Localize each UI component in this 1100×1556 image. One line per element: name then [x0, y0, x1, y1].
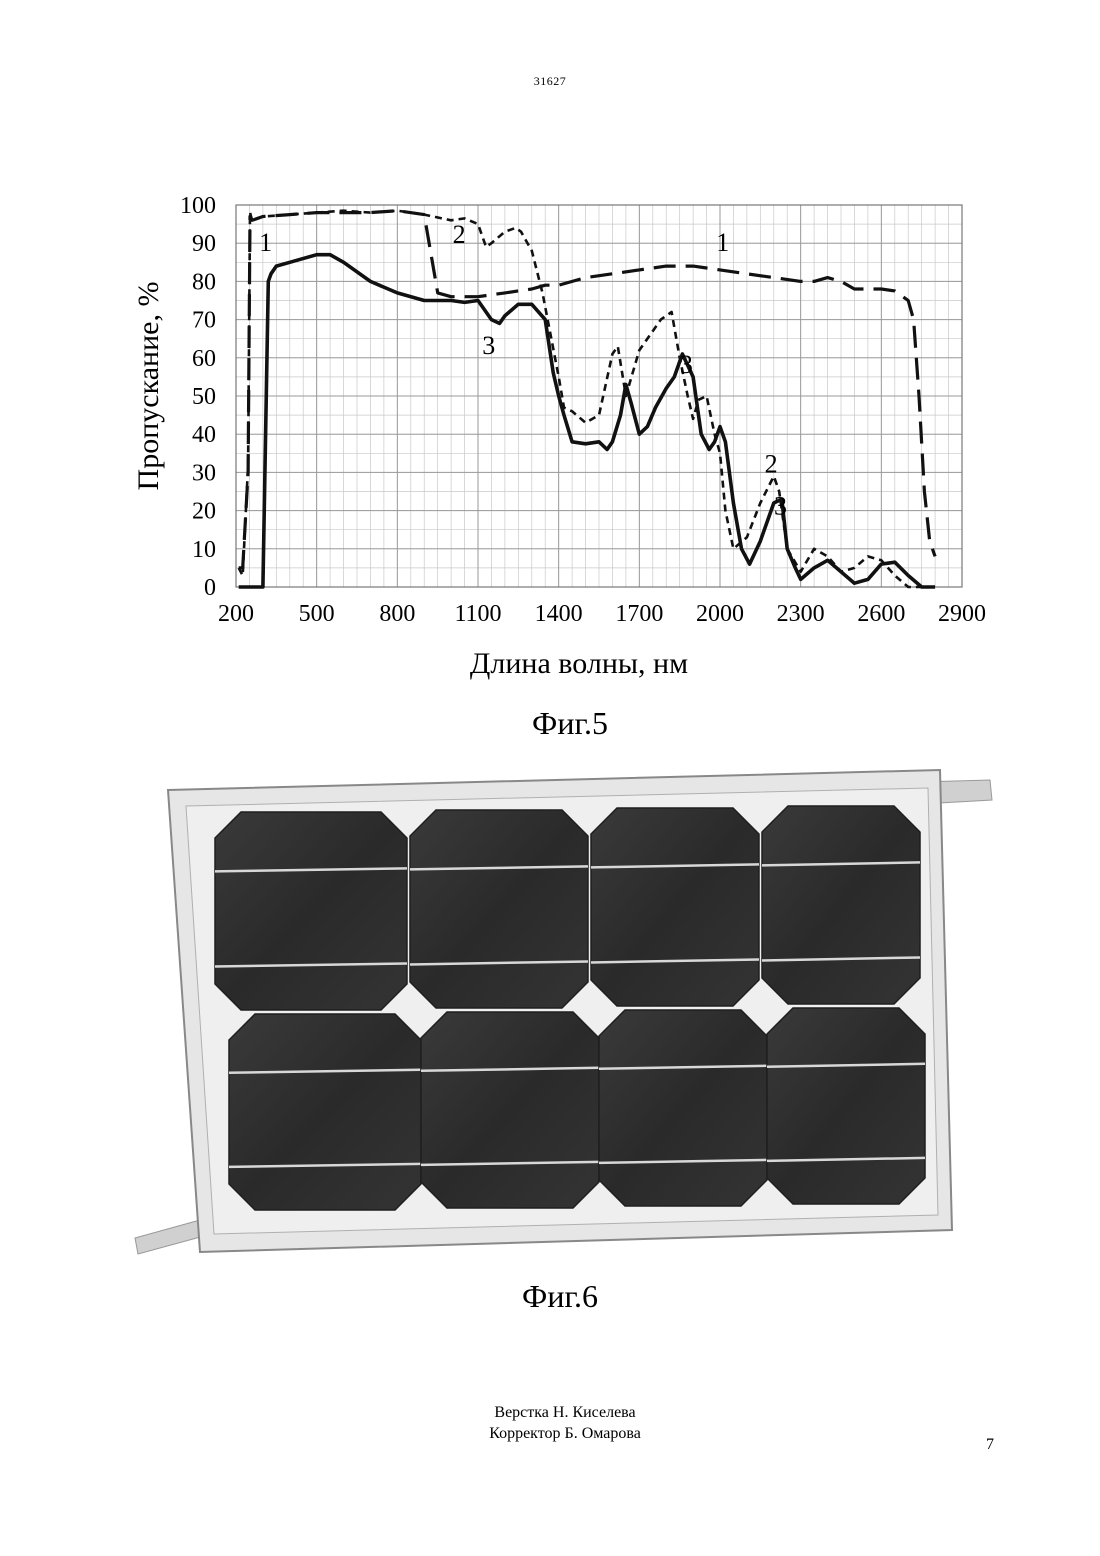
rod-left [135, 1220, 204, 1254]
x-axis-label: Длина волны, нм [470, 647, 688, 680]
curve-label: 1 [259, 228, 272, 257]
solar-cell [215, 812, 407, 1010]
figure-5-chart: 2005008001100140017002000230026002900010… [120, 180, 1000, 680]
credits: Верстка Н. Киселева Корректор Б. Омарова [0, 1402, 1100, 1444]
x-tick-label: 2600 [857, 601, 905, 627]
y-tick-label: 50 [192, 384, 216, 410]
figure-6-caption: Фиг.6 [0, 1278, 1100, 1315]
y-tick-label: 0 [204, 575, 216, 601]
x-tick-label: 2000 [696, 601, 744, 627]
transmission-chart: 2005008001100140017002000230026002900010… [120, 180, 1000, 680]
solar-cell [591, 808, 759, 1006]
x-tick-label: 1100 [454, 601, 501, 627]
x-tick-label: 200 [218, 601, 254, 627]
solar-panel-photo [130, 760, 1000, 1270]
y-tick-label: 100 [180, 193, 216, 219]
curve-label: 2 [453, 220, 466, 249]
y-tick-label: 20 [192, 499, 216, 525]
x-tick-label: 500 [299, 601, 335, 627]
solar-cell [229, 1014, 421, 1210]
x-tick-label: 2900 [938, 601, 986, 627]
solar-cell [767, 1008, 925, 1204]
y-tick-label: 30 [192, 460, 216, 486]
curve-label: 3 [482, 331, 495, 360]
y-axis-label: Пропускание, % [132, 282, 165, 491]
x-tick-label: 2300 [777, 601, 825, 627]
y-tick-label: 70 [192, 308, 216, 334]
figure-5-caption: Фиг.5 [0, 705, 1100, 742]
page-number: 7 [986, 1436, 994, 1454]
curve-label: 3 [774, 491, 787, 520]
y-tick-label: 10 [192, 537, 216, 563]
series-line-2 [239, 211, 922, 587]
layout-credit: Верстка Н. Киселева [0, 1402, 1100, 1423]
x-tick-label: 1400 [535, 601, 583, 627]
curve-label: 1 [716, 228, 729, 257]
solar-cell [599, 1010, 767, 1206]
series-line-3 [239, 255, 935, 587]
patent-number: 31627 [0, 74, 1100, 89]
curve-label: 2 [765, 449, 778, 478]
corrector-credit: Корректор Б. Омарова [0, 1423, 1100, 1444]
solar-cell [762, 806, 920, 1004]
y-tick-label: 80 [192, 269, 216, 295]
solar-cell [410, 810, 588, 1008]
y-tick-label: 60 [192, 346, 216, 372]
y-tick-label: 90 [192, 231, 216, 257]
y-tick-label: 40 [192, 422, 216, 448]
curve-label: 3 [680, 350, 693, 379]
x-tick-label: 1700 [615, 601, 663, 627]
series-line-1 [239, 211, 935, 568]
solar-cell [421, 1012, 599, 1208]
x-tick-label: 800 [379, 601, 415, 627]
